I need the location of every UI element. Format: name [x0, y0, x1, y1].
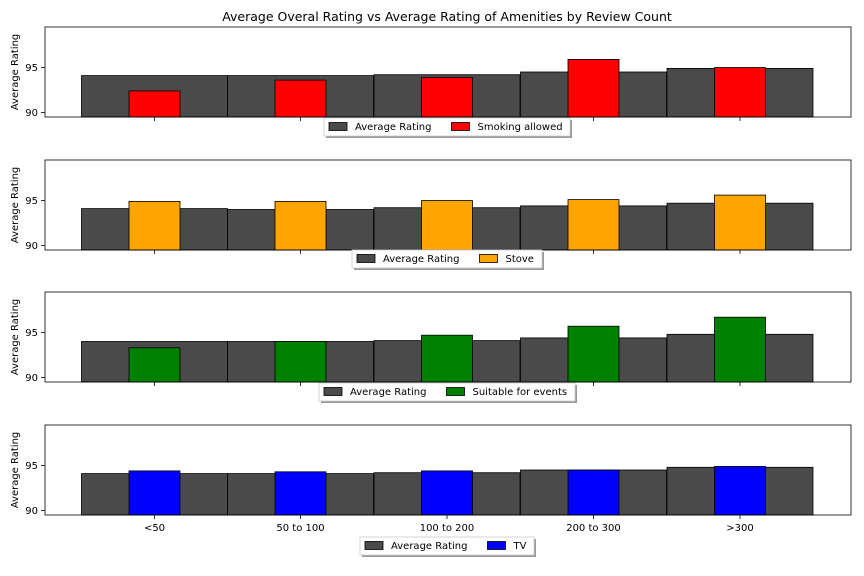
- legend-label: Smoking allowed: [477, 122, 562, 133]
- panel-2: 90 95 Average Rating Average Rating Stove: [10, 159, 852, 270]
- panel-4: 90 95 Average Rating <50 50 to 100 100 to 200…: [10, 424, 852, 557]
- legend-label: TV: [512, 541, 526, 552]
- x-tick-label: >300: [726, 523, 753, 534]
- x-tick-label: 50 to 100: [276, 523, 324, 534]
- legend-label: Stove: [505, 254, 533, 265]
- bar-amenity: [128, 90, 181, 118]
- bar-amenity: [714, 194, 766, 251]
- legend: Average Rating TV: [359, 536, 536, 557]
- y-tick-label: 95: [25, 196, 38, 207]
- legend-swatch: [328, 122, 348, 131]
- bar-amenity: [421, 334, 473, 383]
- bar-amenity: [567, 325, 620, 383]
- bar-amenity: [274, 471, 327, 516]
- y-axis-label: Average Rating: [10, 167, 21, 243]
- y-tick-label: 90: [25, 241, 38, 252]
- bar-amenity: [421, 77, 473, 118]
- bar-amenity: [567, 59, 620, 118]
- panels-group: 90 95 Average Rating Average Rating Smoking …: [10, 26, 852, 557]
- bar-amenity: [274, 341, 327, 383]
- legend: Average Rating Stove: [351, 249, 544, 270]
- panel-1: 90 95 Average Rating Average Rating Smoking …: [10, 26, 852, 138]
- bar-amenity: [567, 469, 620, 516]
- legend-label: Average Rating: [383, 254, 459, 265]
- bar-amenity: [714, 465, 766, 516]
- bar-amenity: [714, 67, 766, 118]
- bar-amenity: [567, 199, 620, 251]
- legend-swatch: [446, 387, 465, 396]
- axes-frame: [44, 26, 852, 118]
- bar-amenity: [128, 200, 181, 251]
- bar-amenity: [274, 79, 327, 118]
- legend-label: Average Rating: [350, 387, 426, 398]
- panel-3: 90 95 Average Rating Average Rating Suitable…: [10, 291, 852, 403]
- legend-swatch: [487, 541, 506, 550]
- y-axis-label: Average Rating: [10, 299, 21, 375]
- axes-frame: [44, 424, 852, 516]
- legend-swatch: [356, 254, 376, 263]
- legend-label: Average Rating: [355, 122, 431, 133]
- y-axis-label: Average Rating: [10, 432, 21, 508]
- y-tick-label: 90: [25, 108, 38, 119]
- bar-amenity: [128, 347, 181, 383]
- legend-label: Suitable for events: [472, 387, 567, 398]
- axes-frame: [44, 291, 852, 383]
- legend-swatch: [451, 122, 470, 131]
- legend: Average Rating Suitable for events: [318, 382, 577, 403]
- x-tick-label: <50: [144, 523, 165, 534]
- bar-amenity: [714, 316, 766, 383]
- legend-swatch: [364, 541, 384, 550]
- legend-swatch: [323, 387, 343, 396]
- bar-amenity: [421, 470, 473, 516]
- y-tick-label: 95: [25, 461, 38, 472]
- x-tick-label: 100 to 200: [420, 523, 475, 534]
- bar-amenity: [128, 470, 181, 516]
- y-axis-label: Average Rating: [10, 34, 21, 110]
- bar-amenity: [421, 200, 473, 251]
- y-tick-label: 95: [25, 63, 38, 74]
- legend-swatch: [479, 254, 498, 263]
- bar-amenity: [274, 200, 327, 251]
- y-tick-label: 90: [25, 506, 38, 517]
- legend-label: Average Rating: [391, 541, 467, 552]
- x-tick-label: 200 to 300: [566, 523, 621, 534]
- y-tick-label: 95: [25, 328, 38, 339]
- legend-box: [323, 117, 571, 137]
- legend: Average Rating Smoking allowed: [323, 117, 572, 138]
- chart-title: Average Overal Rating vs Average Rating …: [222, 9, 672, 24]
- y-tick-label: 90: [25, 373, 38, 384]
